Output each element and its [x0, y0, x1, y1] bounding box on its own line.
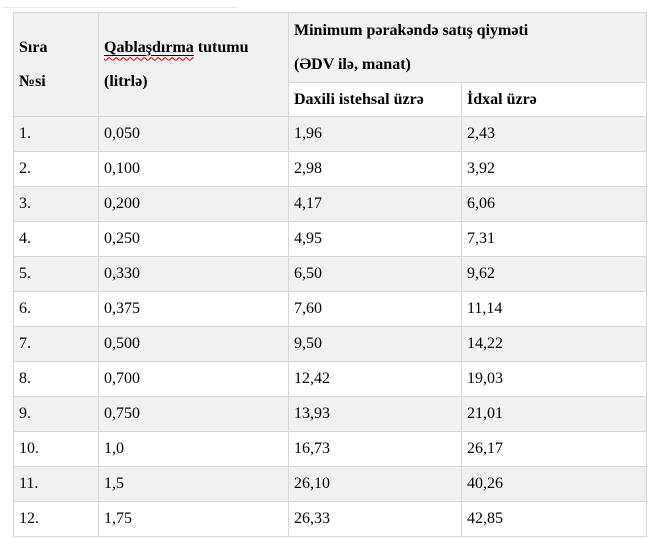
cell-capacity: 0,200: [98, 186, 289, 222]
cell-row-number: 10.: [13, 431, 99, 467]
header-capacity-line1: Qablaşdırma tutumu: [104, 31, 284, 65]
table-row: 6. 0,375 7,60 11,14: [13, 291, 647, 327]
cell-capacity: 1,75: [98, 501, 289, 537]
cell-import-price: 14,22: [461, 326, 647, 362]
cell-import-price: 40,26: [461, 466, 647, 502]
cell-row-number: 7.: [13, 326, 99, 362]
cell-import-price: 9,62: [461, 256, 647, 292]
cell-domestic-price: 7,60: [288, 291, 462, 327]
cell-row-number: 9.: [13, 396, 99, 432]
table-row: 2. 0,100 2,98 3,92: [13, 151, 647, 187]
cell-domestic-price: 12,42: [288, 361, 462, 397]
table-row: 5. 0,330 6,50 9,62: [13, 256, 647, 292]
cell-domestic-price: 6,50: [288, 256, 462, 292]
header-row-number: Sıra №si: [13, 12, 99, 117]
header-min-price: Minimum pərakəndə satış qiyməti (ƏDV ilə…: [288, 12, 647, 83]
table-row: 10. 1,0 16,73 26,17: [13, 431, 647, 467]
table-row: 7. 0,500 9,50 14,22: [13, 326, 647, 362]
cell-domestic-price: 1,96: [288, 116, 462, 152]
table-row: 11. 1,5 26,10 40,26: [13, 466, 647, 502]
cell-domestic-price: 16,73: [288, 431, 462, 467]
cell-capacity: 0,050: [98, 116, 289, 152]
cell-domestic-price: 2,98: [288, 151, 462, 187]
header-capacity-line1-rest: tutumu: [197, 38, 249, 56]
cell-import-price: 3,92: [461, 151, 647, 187]
cell-capacity: 0,250: [98, 221, 289, 257]
cell-import-price: 42,85: [461, 501, 647, 537]
cell-domestic-price: 9,50: [288, 326, 462, 362]
cell-row-number: 8.: [13, 361, 99, 397]
cell-row-number: 3.: [13, 186, 99, 222]
table-row: 12. 1,75 26,33 42,85: [13, 501, 647, 537]
cell-import-price: 26,17: [461, 431, 647, 467]
table-row: 9. 0,750 13,93 21,01: [13, 396, 647, 432]
cell-import-price: 2,43: [461, 116, 647, 152]
header-min-price-line1: Minimum pərakəndə satış qiyməti: [294, 21, 529, 39]
table-body: 1. 0,050 1,96 2,43 2. 0,100 2,98 3,92 3. 0,200 4,1…: [13, 116, 647, 537]
cell-import-price: 19,03: [461, 361, 647, 397]
cell-import-price: 7,31: [461, 221, 647, 257]
header-row-number-line2: №si: [19, 72, 46, 90]
header-import: İdxal üzrə: [461, 82, 647, 117]
cell-row-number: 1.: [13, 116, 99, 152]
cell-capacity: 0,100: [98, 151, 289, 187]
cell-row-number: 12.: [13, 501, 99, 537]
header-capacity-line2: (litrlə): [104, 72, 148, 90]
cell-capacity: 1,5: [98, 466, 289, 502]
cell-row-number: 5.: [13, 256, 99, 292]
cell-capacity: 1,0: [98, 431, 289, 467]
header-row-number-line1: Sıra: [19, 38, 48, 56]
cell-row-number: 2.: [13, 151, 99, 187]
table-row: 4. 0,250 4,95 7,31: [13, 221, 647, 257]
cell-domestic-price: 26,33: [288, 501, 462, 537]
table-row: 3. 0,200 4,17 6,06: [13, 186, 647, 222]
table-row: 8. 0,700 12,42 19,03: [13, 361, 647, 397]
cell-row-number: 6.: [13, 291, 99, 327]
cell-row-number: 11.: [13, 466, 99, 502]
cell-capacity: 0,330: [98, 256, 289, 292]
cell-import-price: 21,01: [461, 396, 647, 432]
cell-domestic-price: 4,17: [288, 186, 462, 222]
header-domestic: Daxili istehsal üzrə: [288, 82, 462, 117]
cell-capacity: 0,750: [98, 396, 289, 432]
header-min-price-line2: (ƏDV ilə, manat): [294, 55, 411, 73]
cell-domestic-price: 13,93: [288, 396, 462, 432]
cropped-content-artifact: [3, 7, 237, 8]
table-row: 1. 0,050 1,96 2,43: [13, 116, 647, 152]
cell-capacity: 0,500: [98, 326, 289, 362]
cell-import-price: 6,06: [461, 186, 647, 222]
cell-import-price: 11,14: [461, 291, 647, 327]
cell-capacity: 0,700: [98, 361, 289, 397]
min-retail-price-table: Sıra №si Qablaşdırma tutumu (litrlə) Min…: [13, 12, 647, 537]
cell-capacity: 0,375: [98, 291, 289, 327]
cell-domestic-price: 26,10: [288, 466, 462, 502]
spellcheck-flagged-word: Qablaşdırma: [104, 38, 194, 56]
cell-row-number: 4.: [13, 221, 99, 257]
header-capacity: Qablaşdırma tutumu (litrlə): [98, 12, 289, 117]
cell-domestic-price: 4,95: [288, 221, 462, 257]
